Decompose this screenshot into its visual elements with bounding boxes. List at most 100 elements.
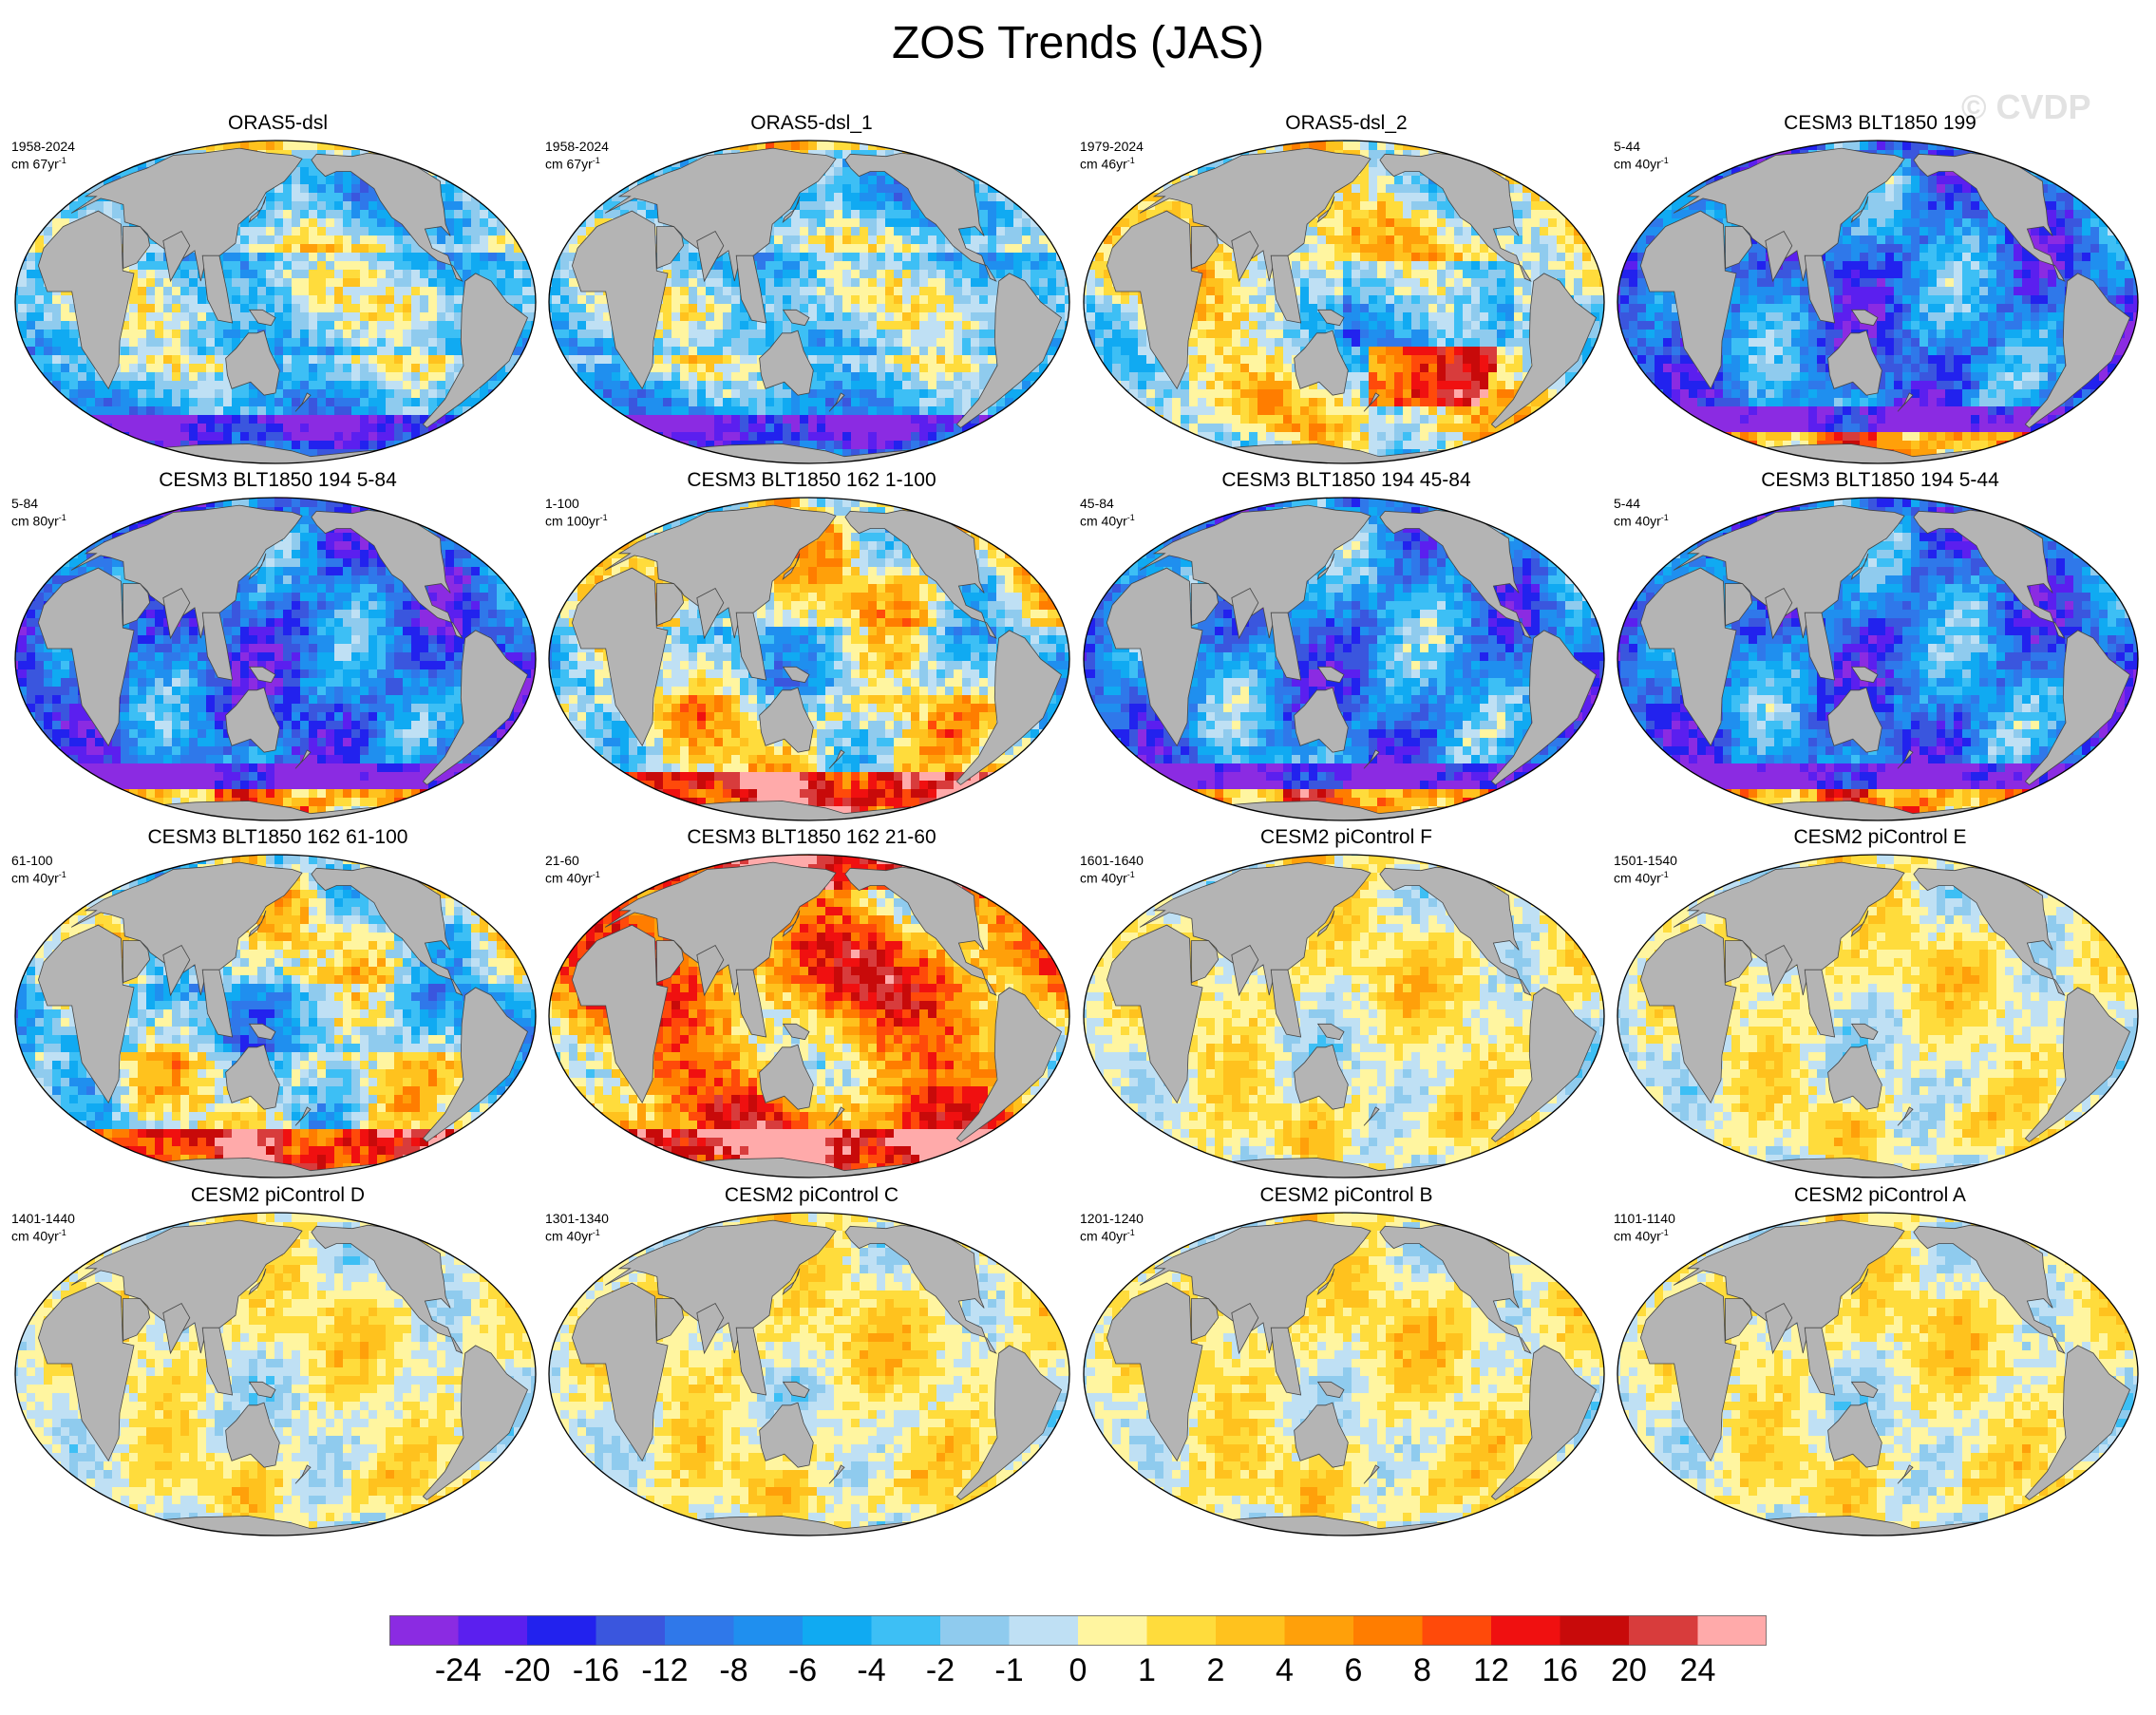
panel-period: 45-84 [1080,496,1114,511]
panel-title: CESM3 BLT1850 194 45-84 [1078,469,1615,492]
map-panel: CESM3 BLT1850 194 5-84 5-84 cm 80yr-1 [9,469,546,830]
colorbar-tick-label: -6 [788,1652,817,1689]
panel-title: CESM2 piControl A [1612,1184,2148,1207]
ocean-map [548,140,1070,464]
panel-units: cm 67yr-1 [545,156,600,172]
panel-period: 1601-1640 [1080,853,1144,868]
figure-title: ZOS Trends (JAS) [0,17,2156,69]
panel-units: cm 40yr-1 [545,870,600,886]
map-panel: ORAS5-dsl_2 1979-2024 cm 46yr-1 [1078,112,1615,473]
colorbar-tick-label: -8 [719,1652,747,1689]
map-panel: ORAS5-dsl_1 1958-2024 cm 67yr-1 [543,112,1080,473]
panel-title: ORAS5-dsl_2 [1078,112,1615,135]
colorbar-swatch [1078,1615,1147,1646]
colorbar-tick-label: 24 [1680,1652,1716,1689]
ocean-map [548,497,1070,821]
ocean-map [1083,1212,1605,1536]
panel-units: cm 40yr-1 [11,870,66,886]
colorbar-tick-label: -24 [435,1652,482,1689]
ocean-map [1617,497,2139,821]
panel-units: cm 40yr-1 [1080,870,1135,886]
map-panel: CESM2 piControl C 1301-1340 cm 40yr-1 [543,1184,1080,1545]
panel-title: ORAS5-dsl_1 [543,112,1080,135]
colorbar-swatch [1629,1615,1698,1646]
panel-title: CESM2 piControl F [1078,826,1615,849]
map-panel: CESM3 BLT1850 162 21-60 21-60 cm 40yr-1 [543,826,1080,1187]
panel-title: CESM2 piControl D [9,1184,546,1207]
map-panel: CESM3 BLT1850 194 5-44 5-44 cm 40yr-1 [1612,469,2148,830]
ocean-map [548,854,1070,1178]
panel-units: cm 40yr-1 [1614,156,1669,172]
panel-title: CESM3 BLT1850 199 [1612,112,2148,135]
colorbar-tick-label: 1 [1138,1652,1156,1689]
map-panel: CESM2 piControl B 1201-1240 cm 40yr-1 [1078,1184,1615,1545]
panel-units: cm 40yr-1 [1080,513,1135,529]
panel-title: CESM3 BLT1850 162 61-100 [9,826,546,849]
colorbar-swatch [733,1615,804,1646]
colorbar-swatch [527,1615,596,1646]
colorbar-swatch [1697,1615,1767,1646]
panel-units: cm 40yr-1 [1614,1228,1669,1244]
ocean-map [14,140,537,464]
panel-period: 5-44 [1614,496,1640,511]
ocean-map [14,854,537,1178]
ocean-map [14,1212,537,1536]
colorbar-tick-label: 6 [1345,1652,1363,1689]
panel-units: cm 40yr-1 [1080,1228,1135,1244]
map-panel: CESM3 BLT1850 194 45-84 45-84 cm 40yr-1 [1078,469,1615,830]
map-panel: CESM2 piControl E 1501-1540 cm 40yr-1 [1612,826,2148,1187]
panel-period: 1401-1440 [11,1211,75,1226]
colorbar [389,1615,1767,1646]
panel-units: cm 46yr-1 [1080,156,1135,172]
panel-units: cm 40yr-1 [1614,870,1669,886]
colorbar-tick-label: -16 [573,1652,619,1689]
panel-period: 1-100 [545,496,579,511]
colorbar-tick-label: 16 [1542,1652,1579,1689]
ocean-map [1083,140,1605,464]
colorbar-tick-label: 2 [1207,1652,1225,1689]
colorbar-tick-label: 8 [1413,1652,1431,1689]
colorbar-swatch [389,1615,459,1646]
panel-period: 1101-1140 [1614,1211,1675,1226]
ocean-map [14,497,537,821]
colorbar-tick-label: -4 [857,1652,885,1689]
panel-title: ORAS5-dsl [9,112,546,135]
colorbar-swatch [871,1615,941,1646]
panel-title: CESM3 BLT1850 194 5-44 [1612,469,2148,492]
panel-period: 1958-2024 [11,139,75,154]
colorbar-tick-label: -2 [926,1652,955,1689]
colorbar-swatch [596,1615,666,1646]
colorbar-swatch [1146,1615,1217,1646]
panel-units: cm 67yr-1 [11,156,66,172]
map-panel: CESM2 piControl D 1401-1440 cm 40yr-1 [9,1184,546,1545]
map-panel: CESM3 BLT1850 199 5-44 cm 40yr-1 [1612,112,2148,473]
panel-period: 61-100 [11,853,53,868]
colorbar-swatch [940,1615,1010,1646]
ocean-map [1617,854,2139,1178]
panel-period: 1301-1340 [545,1211,609,1226]
colorbar-tick-label: -20 [503,1652,550,1689]
colorbar-swatch [665,1615,734,1646]
panel-period: 21-60 [545,853,579,868]
watermark-text: © CVDP [1961,87,2091,127]
panel-title: CESM3 BLT1850 162 21-60 [543,826,1080,849]
panel-units: cm 100yr-1 [545,513,608,529]
map-panel: CESM2 piControl A 1101-1140 cm 40yr-1 [1612,1184,2148,1545]
colorbar-swatch [1422,1615,1492,1646]
colorbar-tick-label: 4 [1276,1652,1294,1689]
ocean-map [548,1212,1070,1536]
panel-period: 5-84 [11,496,38,511]
colorbar-swatch [1491,1615,1560,1646]
panel-period: 1201-1240 [1080,1211,1144,1226]
map-panel: CESM3 BLT1850 162 1-100 1-100 cm 100yr-1 [543,469,1080,830]
ocean-map [1617,140,2139,464]
panel-title: CESM2 piControl C [543,1184,1080,1207]
panel-title: CESM3 BLT1850 162 1-100 [543,469,1080,492]
panel-title: CESM2 piControl E [1612,826,2148,849]
map-panel: CESM2 piControl F 1601-1640 cm 40yr-1 [1078,826,1615,1187]
panel-units: cm 40yr-1 [11,1228,66,1244]
panel-period: 1958-2024 [545,139,609,154]
colorbar-tick-label: 20 [1611,1652,1647,1689]
ocean-map [1083,497,1605,821]
